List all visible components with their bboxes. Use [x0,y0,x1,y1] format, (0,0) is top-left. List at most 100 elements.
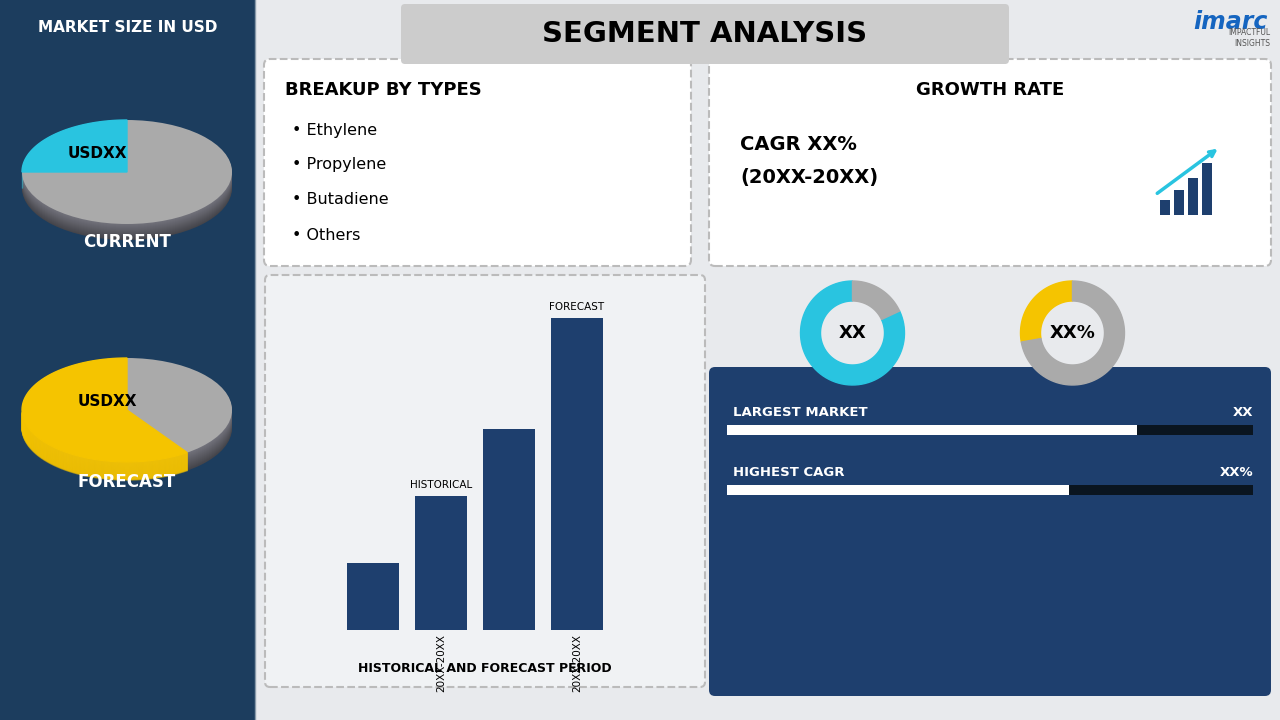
Ellipse shape [22,376,232,480]
Text: CURRENT: CURRENT [83,233,172,251]
FancyBboxPatch shape [401,4,1009,64]
Polygon shape [22,426,187,476]
Ellipse shape [22,120,232,224]
FancyBboxPatch shape [264,59,691,266]
Polygon shape [22,429,187,480]
Ellipse shape [22,129,232,233]
Ellipse shape [22,360,232,464]
Polygon shape [22,420,187,471]
Bar [255,0,1280,720]
Ellipse shape [22,364,232,468]
Ellipse shape [22,363,232,467]
Bar [727,425,1138,435]
Text: LARGEST MARKET: LARGEST MARKET [733,407,868,420]
Ellipse shape [22,134,232,238]
Text: • Ethylene: • Ethylene [292,122,378,138]
Text: 20XX-20XX: 20XX-20XX [572,634,582,692]
Text: FORECAST: FORECAST [78,473,177,491]
Ellipse shape [22,369,232,473]
Bar [1069,485,1253,495]
Polygon shape [22,120,127,172]
Polygon shape [22,415,187,466]
Ellipse shape [22,127,232,231]
Text: HISTORICAL: HISTORICAL [410,480,472,490]
Ellipse shape [22,122,232,226]
Ellipse shape [22,374,232,478]
Text: XX%: XX% [1050,324,1096,342]
Text: MARKET SIZE IN USD: MARKET SIZE IN USD [38,20,218,35]
Text: (20XX-20XX): (20XX-20XX) [740,168,878,186]
Ellipse shape [22,136,232,240]
Ellipse shape [22,366,232,470]
Polygon shape [22,421,187,472]
Polygon shape [22,418,187,468]
Bar [550,318,603,630]
Text: CAGR XX%: CAGR XX% [740,135,856,155]
Text: 20XX-20XX: 20XX-20XX [436,634,445,692]
Ellipse shape [22,365,232,469]
Polygon shape [22,427,187,478]
Text: BREAKUP BY TYPES: BREAKUP BY TYPES [285,81,481,99]
Polygon shape [1020,281,1073,342]
Text: FORECAST: FORECAST [549,302,604,312]
Ellipse shape [22,371,232,475]
Polygon shape [22,428,187,479]
Text: • Butadiene: • Butadiene [292,192,389,207]
Bar [1188,178,1198,215]
Bar [415,496,467,630]
Polygon shape [22,423,187,474]
Ellipse shape [22,361,232,465]
Text: • Propylene: • Propylene [292,158,387,173]
Bar [1174,190,1184,215]
Polygon shape [852,281,900,320]
Ellipse shape [22,135,232,239]
Ellipse shape [22,121,232,225]
Polygon shape [22,414,187,465]
FancyBboxPatch shape [709,59,1271,266]
Text: SEGMENT ANALYSIS: SEGMENT ANALYSIS [543,20,868,48]
Text: HIGHEST CAGR: HIGHEST CAGR [733,467,845,480]
Ellipse shape [22,372,232,476]
Bar [347,563,399,630]
Ellipse shape [22,373,232,477]
Polygon shape [22,416,187,467]
Bar [1202,163,1212,215]
Text: USDXX: USDXX [77,395,137,410]
Ellipse shape [22,362,232,466]
FancyBboxPatch shape [709,367,1271,696]
Polygon shape [1021,281,1125,385]
Ellipse shape [22,367,232,471]
Text: XX: XX [1233,407,1253,420]
Polygon shape [22,419,187,470]
Polygon shape [22,418,187,469]
Ellipse shape [22,368,232,472]
Polygon shape [22,413,187,463]
Polygon shape [22,424,187,475]
Ellipse shape [22,130,232,234]
Bar [1138,425,1253,435]
Ellipse shape [22,133,232,237]
Bar [483,429,535,630]
Bar [1160,200,1170,215]
Polygon shape [22,413,187,464]
Bar [0,0,255,720]
Ellipse shape [22,132,232,236]
Text: XX: XX [838,324,867,342]
Text: • Others: • Others [292,228,361,243]
Ellipse shape [22,358,232,462]
Text: HISTORICAL AND FORECAST PERIOD: HISTORICAL AND FORECAST PERIOD [358,662,612,675]
Ellipse shape [22,375,232,479]
Ellipse shape [22,128,232,232]
Polygon shape [22,423,187,473]
Polygon shape [22,358,187,462]
Ellipse shape [22,370,232,474]
Ellipse shape [22,124,232,228]
Text: IMPACTFUL
INSIGHTS: IMPACTFUL INSIGHTS [1228,28,1270,48]
Text: GROWTH RATE: GROWTH RATE [916,81,1064,99]
Polygon shape [22,426,187,477]
FancyBboxPatch shape [265,275,705,687]
Ellipse shape [22,123,232,227]
Text: imarc: imarc [1194,10,1268,34]
Text: USDXX: USDXX [68,146,127,161]
Ellipse shape [22,359,232,463]
